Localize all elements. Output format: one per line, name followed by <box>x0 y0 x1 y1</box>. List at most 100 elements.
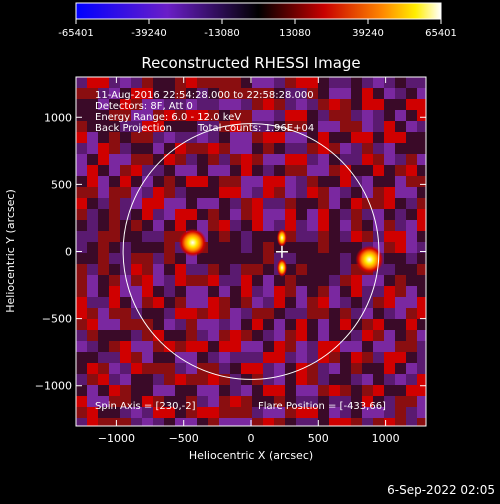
pattern-cell <box>362 396 373 407</box>
pattern-cell <box>186 418 197 426</box>
pattern-cell <box>384 165 395 176</box>
pattern-cell <box>197 407 208 418</box>
pattern-cell <box>230 165 241 176</box>
pattern-cell <box>98 220 109 231</box>
pattern-cell <box>318 275 329 286</box>
pattern-cell <box>197 253 208 264</box>
pattern-cell <box>109 308 120 319</box>
pattern-cell <box>340 341 351 352</box>
pattern-cell <box>120 132 131 143</box>
pattern-cell <box>384 286 395 297</box>
pattern-cell <box>230 297 241 308</box>
pattern-cell <box>384 143 395 154</box>
pattern-cell <box>263 110 274 121</box>
pattern-cell <box>175 264 186 275</box>
pattern-cell <box>197 198 208 209</box>
pattern-cell <box>318 121 329 132</box>
pattern-cell <box>197 275 208 286</box>
pattern-cell <box>318 374 329 385</box>
pattern-cell <box>131 77 142 88</box>
pattern-cell <box>340 154 351 165</box>
pattern-cell <box>164 165 175 176</box>
pattern-cell <box>340 418 351 426</box>
pattern-cell <box>186 385 197 396</box>
pattern-cell <box>362 275 373 286</box>
pattern-cell <box>142 242 153 253</box>
pattern-cell <box>142 363 153 374</box>
pattern-cell <box>186 77 197 88</box>
pattern-cell <box>274 165 285 176</box>
pattern-cell <box>406 154 417 165</box>
pattern-cell <box>142 341 153 352</box>
pattern-cell <box>263 275 274 286</box>
pattern-cell <box>263 330 274 341</box>
pattern-cell <box>109 154 120 165</box>
pattern-cell <box>362 143 373 154</box>
pattern-cell <box>87 77 98 88</box>
pattern-cell <box>98 275 109 286</box>
pattern-cell <box>87 330 98 341</box>
pattern-cell <box>109 110 120 121</box>
pattern-cell <box>296 286 307 297</box>
pattern-cell <box>384 154 395 165</box>
pattern-cell <box>340 385 351 396</box>
pattern-cell <box>318 176 329 187</box>
pattern-cell <box>208 363 219 374</box>
pattern-cell <box>417 341 426 352</box>
pattern-cell <box>219 308 230 319</box>
pattern-cell <box>175 396 186 407</box>
pattern-cell <box>219 220 230 231</box>
pattern-cell <box>351 187 362 198</box>
pattern-cell <box>384 198 395 209</box>
pattern-cell <box>208 143 219 154</box>
pattern-cell <box>230 110 241 121</box>
pattern-cell <box>98 165 109 176</box>
pattern-cell <box>351 99 362 110</box>
pattern-cell <box>329 418 340 426</box>
pattern-cell <box>197 308 208 319</box>
pattern-cell <box>175 297 186 308</box>
pattern-cell <box>109 187 120 198</box>
pattern-cell <box>329 253 340 264</box>
pattern-cell <box>164 99 175 110</box>
pattern-cell <box>197 374 208 385</box>
pattern-cell <box>329 176 340 187</box>
pattern-cell <box>230 242 241 253</box>
pattern-cell <box>186 341 197 352</box>
pattern-cell <box>76 297 87 308</box>
pattern-cell <box>340 209 351 220</box>
pattern-cell <box>318 88 329 99</box>
pattern-cell <box>241 319 252 330</box>
pattern-cell <box>142 396 153 407</box>
pattern-cell <box>76 77 87 88</box>
pattern-cell <box>153 407 164 418</box>
pattern-cell <box>76 143 87 154</box>
pattern-cell <box>109 319 120 330</box>
pattern-cell <box>351 407 362 418</box>
pattern-cell <box>340 396 351 407</box>
pattern-cell <box>274 77 285 88</box>
pattern-cell <box>395 176 406 187</box>
pattern-cell <box>175 220 186 231</box>
pattern-cell <box>131 165 142 176</box>
pattern-cell <box>296 209 307 220</box>
pattern-cell <box>175 143 186 154</box>
pattern-cell <box>318 352 329 363</box>
pattern-cell <box>175 319 186 330</box>
pattern-cell <box>318 286 329 297</box>
pattern-cell <box>164 121 175 132</box>
pattern-cell <box>131 176 142 187</box>
pattern-cell <box>175 363 186 374</box>
pattern-cell <box>164 418 175 426</box>
pattern-cell <box>307 253 318 264</box>
pattern-cell <box>296 154 307 165</box>
pattern-cell <box>362 110 373 121</box>
pattern-cell <box>351 363 362 374</box>
pattern-cell <box>318 154 329 165</box>
pattern-cell <box>142 264 153 275</box>
pattern-cell <box>131 242 142 253</box>
pattern-cell <box>109 132 120 143</box>
pattern-cell <box>120 121 131 132</box>
pattern-cell <box>340 374 351 385</box>
pattern-cell <box>340 286 351 297</box>
